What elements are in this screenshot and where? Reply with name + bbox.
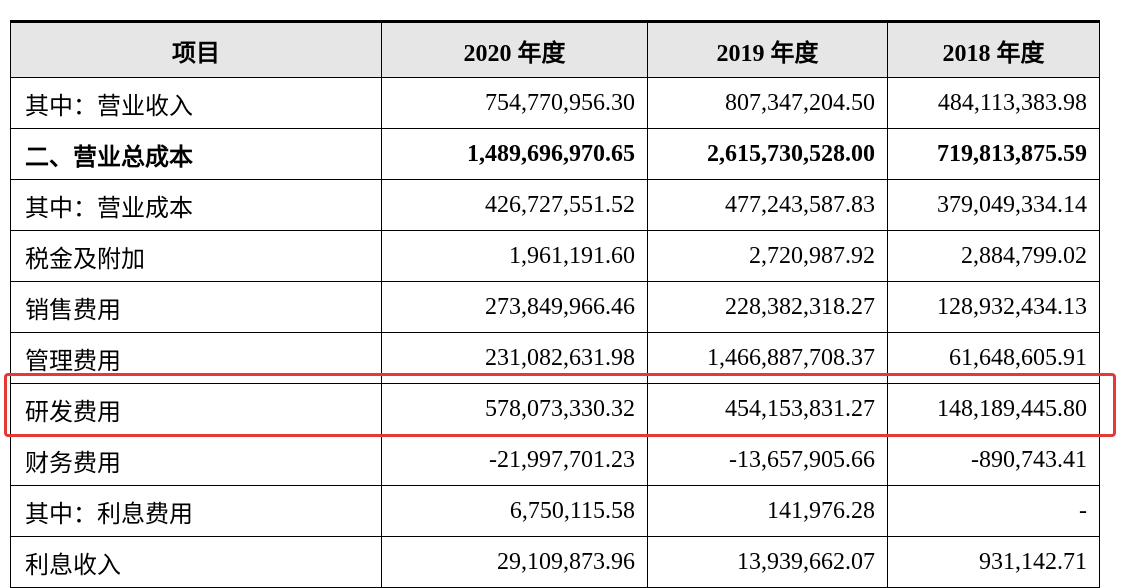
cell-2019: 454,153,831.27 [647, 383, 888, 435]
cell-2018: 2,884,799.02 [887, 230, 1100, 282]
table-row: 其中：营业收入 754,770,956.30 807,347,204.50 48… [10, 77, 1100, 129]
cell-2018: 931,142.71 [887, 536, 1100, 588]
cell-2018: 484,113,383.98 [887, 77, 1100, 129]
table-row: 财务费用 -21,997,701.23 -13,657,905.66 -890,… [10, 434, 1100, 486]
table-row: 管理费用 231,082,631.98 1,466,887,708.37 61,… [10, 332, 1100, 384]
cell-2020: 231,082,631.98 [381, 332, 648, 384]
cell-2019: 141,976.28 [647, 485, 888, 537]
header-2019: 2019 年度 [647, 20, 888, 78]
row-label: 研发费用 [10, 383, 382, 435]
table-row: 税金及附加 1,961,191.60 2,720,987.92 2,884,79… [10, 230, 1100, 282]
table-header-row: 项目 2020 年度 2019 年度 2018 年度 [10, 20, 1100, 78]
financial-table: 项目 2020 年度 2019 年度 2018 年度 其中：营业收入 754,7… [10, 20, 1100, 588]
row-label: 利息收入 [10, 536, 382, 588]
row-label: 销售费用 [10, 281, 382, 333]
table-row: 利息收入 29,109,873.96 13,939,662.07 931,142… [10, 536, 1100, 588]
table-row: 销售费用 273,849,966.46 228,382,318.27 128,9… [10, 281, 1100, 333]
cell-2020: 426,727,551.52 [381, 179, 648, 231]
cell-2019: 13,939,662.07 [647, 536, 888, 588]
row-label: 其中：营业成本 [10, 179, 382, 231]
table-row: 其中：营业成本 426,727,551.52 477,243,587.83 37… [10, 179, 1100, 231]
cell-2018: - [887, 485, 1100, 537]
cell-2019: 228,382,318.27 [647, 281, 888, 333]
header-2020: 2020 年度 [381, 20, 648, 78]
cell-2019: 477,243,587.83 [647, 179, 888, 231]
cell-2020: -21,997,701.23 [381, 434, 648, 486]
row-label: 其中：营业收入 [10, 77, 382, 129]
cell-2019: 807,347,204.50 [647, 77, 888, 129]
header-item: 项目 [10, 20, 382, 78]
cell-2019: 2,615,730,528.00 [647, 128, 888, 180]
cell-2019: -13,657,905.66 [647, 434, 888, 486]
cell-2020: 29,109,873.96 [381, 536, 648, 588]
row-label: 其中：利息费用 [10, 485, 382, 537]
cell-2020: 578,073,330.32 [381, 383, 648, 435]
cell-2018: 128,932,434.13 [887, 281, 1100, 333]
header-2018: 2018 年度 [887, 20, 1100, 78]
table-row-highlighted: 研发费用 578,073,330.32 454,153,831.27 148,1… [10, 383, 1100, 435]
cell-2018: 719,813,875.59 [887, 128, 1100, 180]
cell-2018: 379,049,334.14 [887, 179, 1100, 231]
cell-2019: 2,720,987.92 [647, 230, 888, 282]
cell-2018: 61,648,605.91 [887, 332, 1100, 384]
row-label: 二、营业总成本 [10, 128, 382, 180]
cell-2020: 6,750,115.58 [381, 485, 648, 537]
cell-2018: -890,743.41 [887, 434, 1100, 486]
table-row: 二、营业总成本 1,489,696,970.65 2,615,730,528.0… [10, 128, 1100, 180]
row-label: 财务费用 [10, 434, 382, 486]
row-label: 管理费用 [10, 332, 382, 384]
cell-2020: 1,961,191.60 [381, 230, 648, 282]
cell-2019: 1,466,887,708.37 [647, 332, 888, 384]
cell-2020: 754,770,956.30 [381, 77, 648, 129]
cell-2020: 273,849,966.46 [381, 281, 648, 333]
cell-2020: 1,489,696,970.65 [381, 128, 648, 180]
table-row: 其中：利息费用 6,750,115.58 141,976.28 - [10, 485, 1100, 537]
cell-2018: 148,189,445.80 [887, 383, 1100, 435]
row-label: 税金及附加 [10, 230, 382, 282]
